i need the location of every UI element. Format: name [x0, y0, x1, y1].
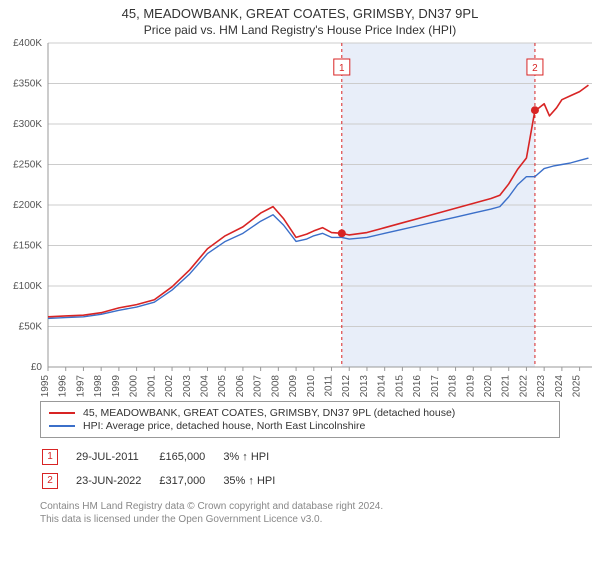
price-point-marker	[531, 106, 539, 114]
x-tick-label: 2017	[430, 375, 441, 397]
marker-badge: 2	[42, 473, 58, 489]
x-tick-label: 2004	[199, 375, 210, 397]
chart-title: 45, MEADOWBANK, GREAT COATES, GRIMSBY, D…	[0, 6, 600, 21]
x-tick-label: 2025	[572, 375, 583, 397]
footer-line-1: Contains HM Land Registry data © Crown c…	[40, 500, 560, 513]
x-tick-label: 2020	[483, 375, 494, 397]
x-tick-label: 1999	[111, 375, 122, 397]
event-badge-cell: 1	[42, 446, 74, 468]
x-tick-label: 2002	[164, 375, 175, 397]
y-tick-label: £350K	[13, 79, 42, 90]
x-tick-label: 2023	[536, 375, 547, 397]
y-tick-label: £300K	[13, 119, 42, 130]
y-tick-label: £100K	[13, 281, 42, 292]
legend-label: 45, MEADOWBANK, GREAT COATES, GRIMSBY, D…	[83, 407, 455, 419]
chart-container: £0 £50K £100K £150K £200K £250K £300K £350K £400…	[0, 37, 600, 397]
legend-row: 45, MEADOWBANK, GREAT COATES, GRIMSBY, D…	[49, 407, 551, 419]
attribution-footer: Contains HM Land Registry data © Crown c…	[40, 500, 560, 526]
legend: 45, MEADOWBANK, GREAT COATES, GRIMSBY, D…	[40, 401, 560, 438]
y-tick-label: £50K	[19, 322, 43, 333]
x-tick-label: 2000	[129, 375, 140, 397]
x-tick-label: 2008	[270, 375, 281, 397]
x-tick-label: 2013	[359, 375, 370, 397]
event-pct: 35% ↑ HPI	[223, 470, 291, 492]
event-badge-label: 2	[532, 63, 538, 74]
arrow-up-icon: ↑	[248, 475, 254, 487]
x-tick-label: 2016	[412, 375, 423, 397]
x-tick-label: 2011	[324, 375, 335, 397]
x-tick-label: 2019	[465, 375, 476, 397]
x-tick-label: 2010	[306, 375, 317, 397]
event-badge-label: 1	[339, 63, 345, 74]
x-tick-label: 2014	[377, 375, 388, 397]
arrow-up-icon: ↑	[242, 451, 248, 463]
x-tick-label: 2012	[341, 375, 352, 397]
x-tick-label: 2003	[182, 375, 193, 397]
chart-subtitle: Price paid vs. HM Land Registry's House …	[0, 23, 600, 37]
y-tick-label: £0	[31, 362, 43, 373]
price-event-row: 1 29-JUL-2011£165,0003% ↑ HPI	[42, 446, 291, 468]
line-chart: £0 £50K £100K £150K £200K £250K £300K £350K £400…	[0, 37, 600, 397]
legend-swatch	[49, 412, 75, 414]
x-tick-label: 2024	[554, 375, 565, 397]
x-tick-label: 2005	[217, 375, 228, 397]
y-tick-label: £250K	[13, 160, 42, 171]
legend-label: HPI: Average price, detached house, Nort…	[83, 420, 365, 432]
x-tick-label: 2022	[518, 375, 529, 397]
x-tick-label: 2009	[288, 375, 299, 397]
legend-swatch	[49, 425, 75, 427]
x-tick-label: 2001	[146, 375, 157, 397]
x-tick-label: 1998	[93, 375, 104, 397]
event-date: 23-JUN-2022	[76, 470, 157, 492]
y-tick-label: £400K	[13, 38, 42, 49]
price-events-table: 1 29-JUL-2011£165,0003% ↑ HPI 2 23-JUN-2022…	[40, 444, 293, 494]
price-point-marker	[338, 229, 346, 237]
x-tick-label: 2007	[253, 375, 264, 397]
x-tick-label: 1997	[75, 375, 86, 397]
legend-row: HPI: Average price, detached house, Nort…	[49, 420, 551, 432]
event-pct: 3% ↑ HPI	[223, 446, 291, 468]
x-tick-label: 2015	[394, 375, 405, 397]
price-event-row: 2 23-JUN-2022£317,00035% ↑ HPI	[42, 470, 291, 492]
footer-line-2: This data is licensed under the Open Gov…	[40, 513, 560, 526]
x-tick-label: 2021	[501, 375, 512, 397]
x-tick-label: 2006	[235, 375, 246, 397]
x-tick-label: 2018	[448, 375, 459, 397]
marker-badge: 1	[42, 449, 58, 465]
x-tick-label: 1995	[40, 375, 51, 397]
x-tick-label: 1996	[58, 375, 69, 397]
event-price: £317,000	[159, 470, 221, 492]
y-tick-label: £200K	[13, 200, 42, 211]
event-date: 29-JUL-2011	[76, 446, 157, 468]
y-tick-label: £150K	[13, 241, 42, 252]
event-price: £165,000	[159, 446, 221, 468]
event-badge-cell: 2	[42, 470, 74, 492]
